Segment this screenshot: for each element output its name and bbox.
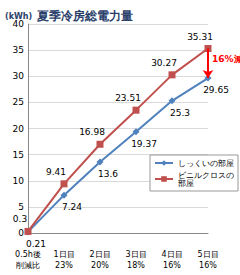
- svg-text:30.27: 30.27: [151, 58, 177, 68]
- svg-text:16%: 16%: [199, 261, 217, 270]
- svg-text:16.98: 16.98: [79, 127, 105, 137]
- svg-text:4日目: 4日目: [161, 250, 182, 259]
- svg-text:削減比: 削減比: [16, 261, 40, 270]
- svg-text:1日目: 1日目: [53, 250, 74, 259]
- svg-text:40: 40: [13, 19, 25, 29]
- svg-text:29.65: 29.65: [203, 85, 229, 95]
- svg-text:9.41: 9.41: [46, 167, 66, 177]
- svg-text:0: 0: [18, 228, 24, 238]
- svg-text:25: 25: [13, 97, 24, 107]
- svg-text:3日目: 3日目: [125, 250, 146, 259]
- svg-text:30: 30: [13, 71, 25, 81]
- svg-text:しっくいの部屋: しっくいの部屋: [178, 159, 234, 168]
- svg-text:(kWh): (kWh): [5, 12, 32, 21]
- svg-text:35: 35: [13, 45, 24, 55]
- svg-text:15: 15: [13, 150, 24, 160]
- svg-text:16%減: 16%減: [212, 54, 240, 64]
- svg-text:18%: 18%: [127, 261, 145, 270]
- svg-text:35.31: 35.31: [187, 32, 213, 42]
- svg-text:ビニルクロスの: ビニルクロスの: [178, 170, 234, 180]
- svg-text:19.37: 19.37: [131, 139, 157, 149]
- svg-text:13.6: 13.6: [98, 169, 118, 179]
- svg-text:20%: 20%: [91, 261, 109, 270]
- svg-text:10: 10: [13, 176, 25, 186]
- svg-text:23%: 23%: [55, 261, 73, 270]
- svg-text:0.5h後: 0.5h後: [15, 250, 41, 259]
- svg-text:2日目: 2日目: [89, 250, 110, 259]
- svg-text:20: 20: [13, 124, 25, 134]
- svg-text:0.21: 0.21: [26, 239, 46, 249]
- svg-text:夏季冷房総電力量: 夏季冷房総電力量: [36, 9, 133, 23]
- svg-text:部屋: 部屋: [178, 179, 194, 188]
- svg-text:23.51: 23.51: [115, 93, 141, 103]
- svg-text:5: 5: [18, 202, 24, 212]
- svg-text:16%: 16%: [163, 261, 181, 270]
- svg-text:0.3: 0.3: [13, 214, 27, 224]
- svg-text:25.3: 25.3: [170, 108, 190, 118]
- svg-text:5日目: 5日目: [197, 250, 218, 259]
- svg-text:7.24: 7.24: [62, 202, 82, 212]
